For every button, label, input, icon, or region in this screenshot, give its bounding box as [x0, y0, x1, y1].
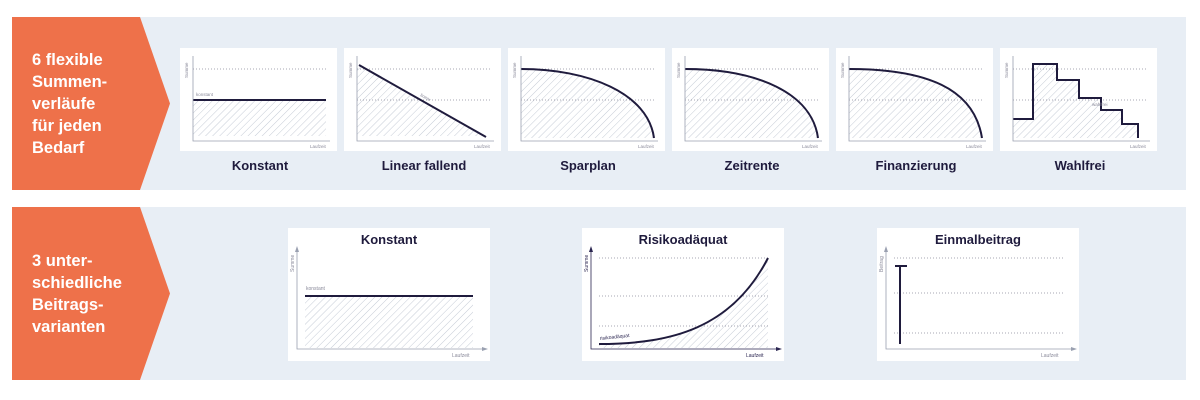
- y-axis-label: Summe: [290, 255, 296, 272]
- x-axis-label: Laufzeit: [452, 353, 470, 359]
- chart-caption: Wahlfrei: [1054, 158, 1106, 173]
- chart-caption: Zeitrente: [724, 158, 780, 173]
- chart-caption: Konstant: [231, 158, 289, 173]
- y-axis-label: Summe: [1004, 62, 1009, 78]
- line-label: konstant: [306, 286, 326, 292]
- y-axis-label: Summe: [676, 62, 681, 78]
- chart-title: Konstant: [360, 232, 418, 247]
- chart-card-finanzierung: Summe Laufzeit: [836, 48, 993, 151]
- chart-card-wahlfrei: wahlfrei Summe Laufzeit: [1000, 48, 1157, 151]
- x-axis-label: Laufzeit: [474, 144, 491, 149]
- chart-caption: Finanzierung: [875, 158, 957, 173]
- mini-chart: Summe Laufzeit: [512, 56, 658, 149]
- mini-chart: Beitrag Laufzeit: [879, 246, 1077, 359]
- section-title: 6 flexible Summen- verläufe für jeden Be…: [32, 50, 108, 157]
- chart-title: Risikoadäquat: [638, 232, 728, 247]
- chart-card-zeitrente: Summe Laufzeit: [672, 48, 829, 151]
- chart-caption: Linear fallend: [381, 158, 467, 173]
- line-label: linear: [420, 93, 432, 103]
- mini-chart: Summe Laufzeit: [840, 56, 986, 149]
- chart-card-risikoadaequat: Risikoadäquat risikoadäquat Summe Laufze…: [582, 228, 784, 361]
- chart-card-linear-fallend: linear Summe Laufzeit: [344, 48, 501, 151]
- x-axis-label: Laufzeit: [966, 144, 983, 149]
- mini-chart: linear Summe Laufzeit: [348, 56, 494, 149]
- x-axis-label: Laufzeit: [638, 144, 655, 149]
- x-axis-label: Laufzeit: [746, 353, 764, 359]
- chart-caption: Sparplan: [560, 158, 616, 173]
- mini-chart: wahlfrei Summe Laufzeit: [1004, 56, 1150, 149]
- mini-chart: Summe Laufzeit: [676, 56, 822, 149]
- x-axis-label: Laufzeit: [1130, 144, 1147, 149]
- y-axis-label: Summe: [840, 62, 845, 78]
- line-label: wahlfrei: [1092, 102, 1108, 107]
- y-axis-label: Summe: [348, 62, 353, 78]
- y-axis-label: Summe: [584, 255, 590, 272]
- x-axis-label: Laufzeit: [1041, 353, 1059, 359]
- mini-chart: risikoadäquat Summe Laufzeit: [584, 246, 782, 359]
- mini-chart: konstant Summe Laufzeit: [184, 56, 330, 149]
- chart-card-konstant: konstant Summe Laufzeit: [180, 48, 337, 151]
- line-label: risikoadäquat: [600, 333, 631, 342]
- section-arrow-label: 6 flexible Summen- verläufe für jeden Be…: [12, 17, 170, 190]
- chart-title: Einmalbeitrag: [935, 232, 1021, 247]
- y-axis-label: Summe: [184, 62, 189, 78]
- chart-card-konstant-beitrag: Konstant konstant Summe Laufzeit: [288, 228, 490, 361]
- section-arrow-label: 3 unter- schiedliche Beitrags- varianten: [12, 207, 170, 380]
- chart-card-sparplan: Summe Laufzeit: [508, 48, 665, 151]
- chart-card-einmalbeitrag: Einmalbeitrag Beitrag Laufzeit: [877, 228, 1079, 361]
- x-axis-label: Laufzeit: [802, 144, 819, 149]
- line-label: konstant: [196, 92, 214, 97]
- mini-chart: konstant Summe Laufzeit: [290, 246, 488, 359]
- y-axis-label: Summe: [512, 62, 517, 78]
- section-title: 3 unter- schiedliche Beitrags- varianten: [32, 251, 122, 336]
- y-axis-label: Beitrag: [879, 256, 885, 272]
- x-axis-label: Laufzeit: [310, 144, 327, 149]
